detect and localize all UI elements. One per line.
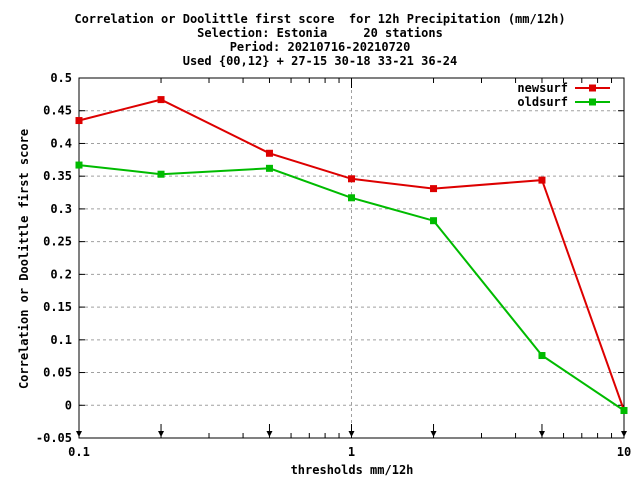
threshold-arrow-head	[158, 431, 165, 437]
data-point-oldsurf	[265, 164, 273, 172]
y-tick-label: 0.05	[43, 366, 72, 380]
y-tick-label: -0.05	[36, 431, 72, 445]
data-point-marker	[620, 407, 628, 415]
chart-title-line-2: Selection: Estonia 20 stations	[197, 26, 443, 40]
data-point-marker	[538, 352, 546, 360]
y-tick-label: 0.4	[50, 136, 72, 150]
data-point-marker	[430, 185, 438, 193]
x-axis-label: thresholds mm/12h	[290, 463, 414, 477]
data-point-marker	[348, 194, 355, 202]
x-tick-label: 0.1	[68, 445, 90, 459]
data-point-marker	[157, 96, 165, 104]
y-tick-label: 0.25	[43, 235, 72, 249]
data-point-newsurf	[75, 117, 83, 125]
y-tick-label: 0.3	[50, 202, 72, 216]
plot-frame	[78, 77, 625, 439]
x-tick-label: 10	[617, 445, 631, 459]
legend-label-newsurf: newsurf	[517, 81, 568, 95]
y-tick-label: 0.2	[50, 267, 72, 281]
y-tick-label: 0.15	[43, 300, 72, 314]
chart-title-line-1: Correlation or Doolittle first score for…	[74, 12, 566, 26]
data-point-marker	[430, 217, 438, 225]
data-point-marker	[265, 164, 273, 172]
y-axis-label: Correlation or Doolittle first score	[17, 128, 31, 390]
data-point-oldsurf	[430, 217, 438, 225]
chart-title-line-4: Used {00,12} + 27-15 30-18 33-21 36-24	[182, 54, 458, 68]
threshold-arrow-head	[430, 431, 437, 437]
data-point-marker	[157, 170, 165, 178]
data-point-newsurf	[348, 175, 355, 183]
data-point-oldsurf	[620, 407, 628, 415]
data-point-marker	[265, 149, 273, 157]
x-tick-label: 1	[348, 445, 355, 459]
data-point-newsurf	[538, 176, 546, 184]
y-tick-label: 0.35	[43, 169, 72, 183]
y-tick-label: 0	[65, 398, 72, 412]
data-point-marker	[75, 117, 83, 125]
data-point-oldsurf	[75, 161, 83, 169]
data-point-newsurf	[157, 96, 165, 104]
data-point-oldsurf	[348, 194, 355, 202]
data-point-oldsurf	[538, 352, 546, 360]
data-point-marker	[538, 176, 546, 184]
data-point-newsurf	[265, 149, 273, 157]
data-point-marker	[348, 175, 355, 183]
threshold-arrow-head	[538, 431, 545, 437]
chart-title-line-3: Period: 20210716-20210720	[229, 40, 411, 54]
threshold-arrow-head	[348, 431, 355, 437]
y-tick-label: 0.1	[50, 333, 72, 347]
data-point-newsurf	[430, 185, 438, 193]
legend-marker-oldsurf	[589, 98, 596, 106]
y-tick-label: 0.5	[50, 71, 72, 85]
legend-marker-newsurf	[589, 84, 596, 92]
data-point-marker	[75, 161, 83, 169]
legend-label-oldsurf: oldsurf	[517, 95, 568, 109]
y-tick-label: 0.45	[43, 104, 72, 118]
threshold-arrow-head	[266, 431, 273, 437]
data-point-oldsurf	[157, 170, 165, 178]
